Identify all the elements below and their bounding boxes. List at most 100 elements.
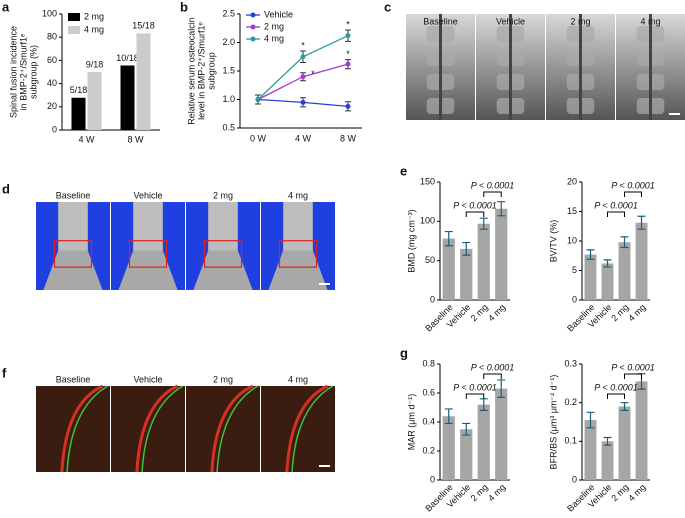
marker: [300, 99, 306, 105]
x-tick-label: 2 mg: [469, 482, 490, 503]
y-tick-label: 50: [425, 255, 435, 265]
x-tick-label: 2 mg: [609, 302, 630, 323]
significance-bracket: [624, 373, 642, 379]
legend-label: 2 mg: [84, 11, 104, 21]
transverse: [193, 250, 253, 290]
legend-swatch: [68, 26, 80, 34]
y-tick-label: 0.6: [422, 387, 435, 397]
y-tick-label: 0: [572, 474, 577, 484]
annotation: P < 0.0001: [594, 200, 637, 210]
y-tick-label: 0.5: [222, 122, 235, 132]
value-label: 15/18: [132, 21, 155, 31]
y-tick-label: 100: [42, 8, 57, 18]
legend-marker: [250, 12, 256, 18]
image-label: Vehicle: [496, 16, 525, 26]
annotation: *: [346, 19, 350, 29]
bar: [618, 406, 631, 480]
annotation: P < 0.0001: [453, 200, 496, 210]
fluorescence-image: [36, 386, 110, 472]
y-axis-label: MAR (μm d⁻¹): [406, 394, 416, 450]
annotation: P < 0.0001: [471, 180, 514, 190]
annotation: *: [346, 49, 350, 59]
error-bar: [603, 259, 612, 268]
value-label: 5/18: [70, 85, 88, 95]
significance-bracket: [465, 393, 485, 399]
bar: [584, 254, 597, 300]
y-tick-label: 10: [567, 235, 577, 245]
image-label: Baseline: [56, 374, 91, 384]
x-tick-label: 4 W: [78, 134, 95, 144]
marker: [300, 54, 306, 60]
y-axis-label: BV/TV (%): [548, 220, 558, 263]
red-label: [135, 384, 179, 473]
y-tick-label: 80: [47, 32, 57, 42]
bar: [601, 263, 614, 300]
image-label: 4 mg: [288, 190, 308, 200]
legend-marker: [250, 24, 256, 30]
green-label: [66, 385, 109, 473]
bar: [120, 65, 135, 130]
image-label: 2 mg: [213, 190, 233, 200]
legend-marker: [250, 36, 256, 42]
bar: [495, 208, 508, 300]
roi-box: [128, 240, 168, 268]
y-tick-label: 15: [567, 206, 577, 216]
bar: [618, 242, 631, 300]
y-tick-label: 150: [420, 176, 435, 186]
y-tick-label: 0: [430, 474, 435, 484]
image-label: Baseline: [423, 16, 458, 26]
bar: [584, 420, 597, 480]
roi-box: [203, 240, 243, 268]
bar: [460, 248, 473, 300]
line: [257, 63, 349, 101]
significance-bracket: [607, 393, 625, 399]
panel-letter: d: [2, 181, 10, 196]
x-tick-label: 4 W: [295, 133, 312, 143]
annotation: *: [301, 40, 305, 50]
image-label: Vehicle: [133, 374, 162, 384]
panel-letter: c: [384, 0, 391, 14]
legend-label: 4 mg: [264, 33, 284, 43]
legend-label: Vehicle: [264, 9, 293, 19]
red-label: [285, 384, 329, 473]
significance-bracket: [483, 191, 502, 197]
y-tick-label: 100: [420, 216, 435, 226]
y-tick-label: 0: [430, 294, 435, 304]
error-bar: [497, 379, 506, 398]
error-bar: [462, 241, 471, 256]
fluorescence-image: [261, 386, 335, 472]
legend-label: 2 mg: [264, 21, 284, 31]
image-label: Baseline: [56, 190, 91, 200]
fluorescence-image: [111, 386, 185, 472]
red-label: [60, 384, 104, 473]
y-axis-label: in BMP-2⁺/Smurf1ᵉ: [18, 33, 28, 110]
panel-letter: b: [180, 0, 188, 14]
image-label: 4 mg: [640, 16, 660, 26]
bar: [635, 222, 648, 300]
green-label: [141, 385, 184, 473]
y-tick-label: 1.0: [222, 94, 235, 104]
y-tick-label: 2.0: [222, 37, 235, 47]
image-label: 4 mg: [288, 374, 308, 384]
transverse: [268, 250, 328, 290]
y-tick-label: 2.5: [222, 8, 235, 18]
bar: [136, 33, 151, 130]
marker: [345, 61, 351, 67]
significance-bracket: [624, 191, 642, 197]
marker: [345, 103, 351, 109]
marker: [255, 97, 261, 102]
x-tick-label: 2 mg: [609, 482, 630, 503]
annotation: P < 0.0001: [611, 180, 654, 190]
transverse: [43, 250, 103, 290]
bar: [460, 429, 473, 480]
significance-bracket: [607, 211, 625, 217]
y-tick-label: 20: [47, 101, 57, 111]
error-bar: [603, 436, 612, 446]
y-axis-label: BFR/BS (μm³ μm⁻² d⁻¹): [548, 375, 558, 470]
fluorescence-image: [186, 386, 260, 472]
error-bar: [444, 408, 453, 425]
y-axis-label: subgroup: [206, 52, 216, 90]
y-tick-label: 0.2: [422, 445, 435, 455]
bar: [87, 72, 102, 130]
